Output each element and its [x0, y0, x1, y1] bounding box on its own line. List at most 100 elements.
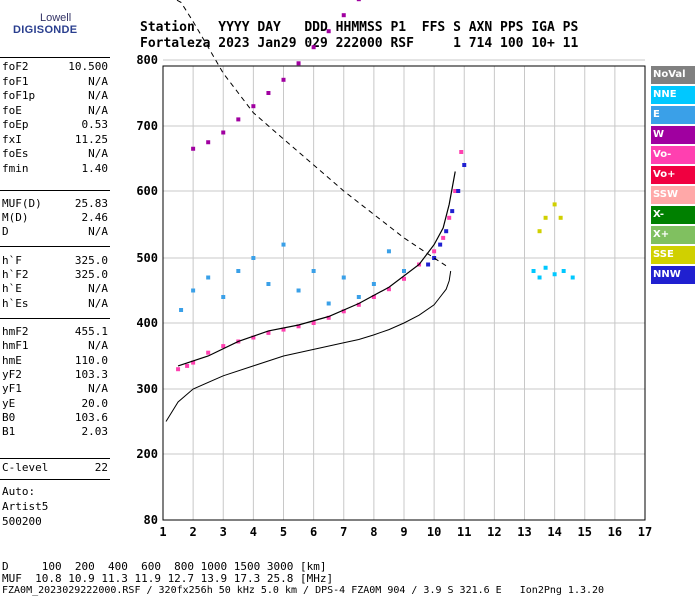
param-value: 20.0: [81, 397, 109, 410]
data-point: [432, 256, 437, 260]
data-point: [185, 363, 190, 368]
param-row: M(D) 2.46: [2, 211, 108, 225]
param-value: N/A: [88, 75, 108, 88]
separator: [0, 57, 110, 58]
param-value: 325.0: [74, 268, 108, 281]
param-row: h`Es N/A: [2, 297, 108, 311]
data-point: [179, 308, 184, 312]
data-point: [281, 242, 286, 247]
data-point: [281, 327, 286, 332]
data-point: [326, 29, 331, 34]
x-tick-label: 8: [370, 525, 377, 539]
param-value: 1.40: [81, 162, 109, 175]
muf-curve: [175, 0, 450, 269]
legend-item: X-: [651, 206, 695, 224]
param-row: h`F 325.0: [2, 254, 108, 268]
x-tick-label: 10: [427, 525, 441, 539]
data-point: [251, 104, 256, 109]
param-value: N/A: [88, 89, 108, 102]
data-point: [251, 335, 256, 340]
data-point: [543, 215, 548, 220]
param-row: MUF(D) 25.83: [2, 197, 108, 211]
param-name: h`E: [2, 282, 22, 295]
x-tick-label: 3: [220, 525, 227, 539]
param-name: foEp: [2, 118, 29, 131]
param-name: hmF2: [2, 325, 29, 338]
auto-code: 500200: [2, 515, 42, 528]
legend-item: NoVal: [651, 66, 695, 84]
data-point: [221, 344, 226, 349]
data-point: [543, 265, 548, 270]
x-tick-label: 12: [487, 525, 501, 539]
param-row: fxI 11.25: [2, 133, 108, 147]
footer-file-info: FZA0M_2023029222000.RSF / 320fx256h 50 k…: [2, 585, 605, 596]
data-point: [402, 269, 406, 273]
param-row: D N/A: [2, 225, 108, 239]
param-row: foEp 0.53: [2, 118, 108, 132]
data-point: [450, 209, 455, 214]
header-line-1: Station YYYY DAY DDD HHMMSS P1 FFS S AXN…: [140, 20, 579, 35]
legend-item: SSW: [651, 186, 695, 204]
data-point: [552, 202, 557, 207]
y-tick-label: 500: [136, 251, 158, 265]
data-point: [453, 189, 458, 193]
y-tick-label: 80: [144, 513, 158, 527]
auto-artist: Artist5: [2, 500, 49, 513]
data-point: [191, 360, 196, 365]
data-point: [191, 288, 196, 293]
data-point: [341, 275, 346, 280]
x-tick-label: 14: [547, 525, 561, 539]
param-row: foEs N/A: [2, 147, 108, 161]
separator: [0, 246, 110, 247]
separator: [0, 458, 110, 459]
param-row: C-level 22: [2, 461, 108, 475]
param-name: foE: [2, 104, 22, 117]
x-tick-label: 11: [457, 525, 471, 539]
param-row: foF1 N/A: [2, 75, 108, 89]
param-row: fmin 1.40: [2, 162, 108, 176]
y-tick-label: 600: [136, 184, 158, 198]
legend-item: E: [651, 106, 695, 124]
data-point: [356, 295, 361, 299]
x-tick-label: 17: [638, 525, 652, 539]
data-point: [558, 215, 563, 220]
param-value: 22: [94, 461, 108, 474]
legend-item: Vo-: [651, 146, 695, 164]
x-tick-label: 6: [310, 525, 317, 539]
data-point: [221, 130, 226, 135]
param-row: hmE 110.0: [2, 354, 108, 368]
data-point: [537, 229, 542, 234]
param-name: fxI: [2, 133, 22, 146]
profile-curve: [165, 270, 452, 422]
y-tick-label: 700: [136, 119, 158, 133]
data-point: [296, 288, 301, 293]
footer-muf-row: MUF 10.8 10.9 11.3 11.9 12.7 13.9 17.3 2…: [2, 572, 334, 585]
x-tick-label: 7: [340, 525, 347, 539]
data-point: [251, 256, 256, 260]
param-value: N/A: [88, 225, 108, 238]
data-point: [266, 330, 271, 335]
separator: [0, 479, 110, 480]
param-name: hmF1: [2, 339, 29, 352]
data-point: [356, 0, 361, 2]
param-row: yF1 N/A: [2, 382, 108, 396]
data-point: [570, 275, 575, 280]
param-value: 0.53: [81, 118, 109, 131]
param-value: 110.0: [74, 354, 108, 367]
data-point: [386, 249, 391, 254]
data-point: [266, 282, 271, 286]
legend-item: NNW: [651, 266, 695, 284]
trace-fit-curve: [177, 171, 456, 367]
y-tick-label: 200: [136, 447, 158, 461]
param-name: M(D): [2, 211, 29, 224]
data-point: [444, 229, 449, 234]
param-name: fmin: [2, 162, 29, 175]
data-point: [206, 275, 211, 280]
param-row: h`F2 325.0: [2, 268, 108, 282]
param-value: 103.3: [74, 368, 108, 381]
x-tick-label: 15: [578, 525, 592, 539]
y-tick-label: 900: [136, 0, 158, 3]
param-name: B0: [2, 411, 16, 424]
param-value: N/A: [88, 382, 108, 395]
